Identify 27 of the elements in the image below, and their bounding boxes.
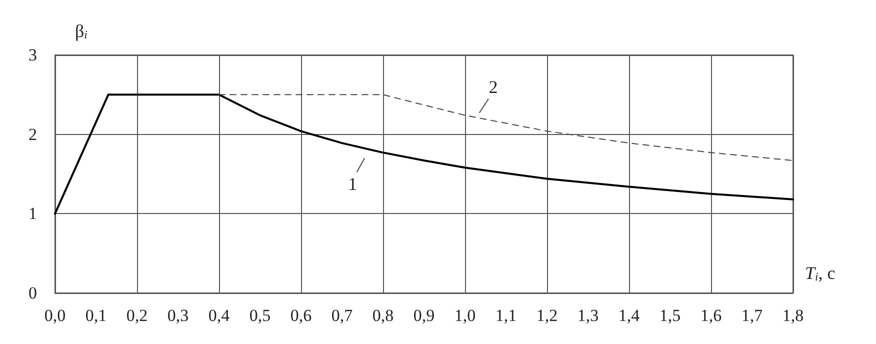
x-tick-label: 0,9 [413,306,435,325]
x-tick-label: 0,3 [167,306,189,325]
x-tick-label: 0,2 [126,306,148,325]
annotation: 2 [488,76,498,97]
x-tick-label: 0,5 [249,306,271,325]
x-tick-label: 0,4 [208,306,230,325]
x-tick-label: 1,2 [536,306,558,325]
y-tick-label: 3 [28,46,37,64]
line-series [54,94,794,215]
line-series [218,94,794,162]
x-tick-label: 0,6 [290,306,312,325]
x-tick-label: 0,0 [44,306,66,325]
x-tick-label: 0,8 [372,306,394,325]
x-tick-label: 1,1 [495,306,517,325]
y-tick-label: 2 [28,124,37,144]
x-tick-label: 1,4 [618,306,640,325]
x-tick-label: 1,6 [700,306,722,325]
x-tick-label: 1,7 [741,306,764,325]
x-tick-label: 1,8 [782,306,804,325]
x-tick-label: 1,3 [577,306,599,325]
x-tick-label: 0,1 [85,306,107,325]
annotation: 1 [348,174,358,194]
y-tick-label: 0 [28,284,37,302]
x-tick-label: 1,5 [659,306,681,325]
y-tick-label: 1 [28,204,37,224]
x-tick-label: 0,7 [331,306,354,325]
x-tick-label: 1,0 [454,306,476,325]
